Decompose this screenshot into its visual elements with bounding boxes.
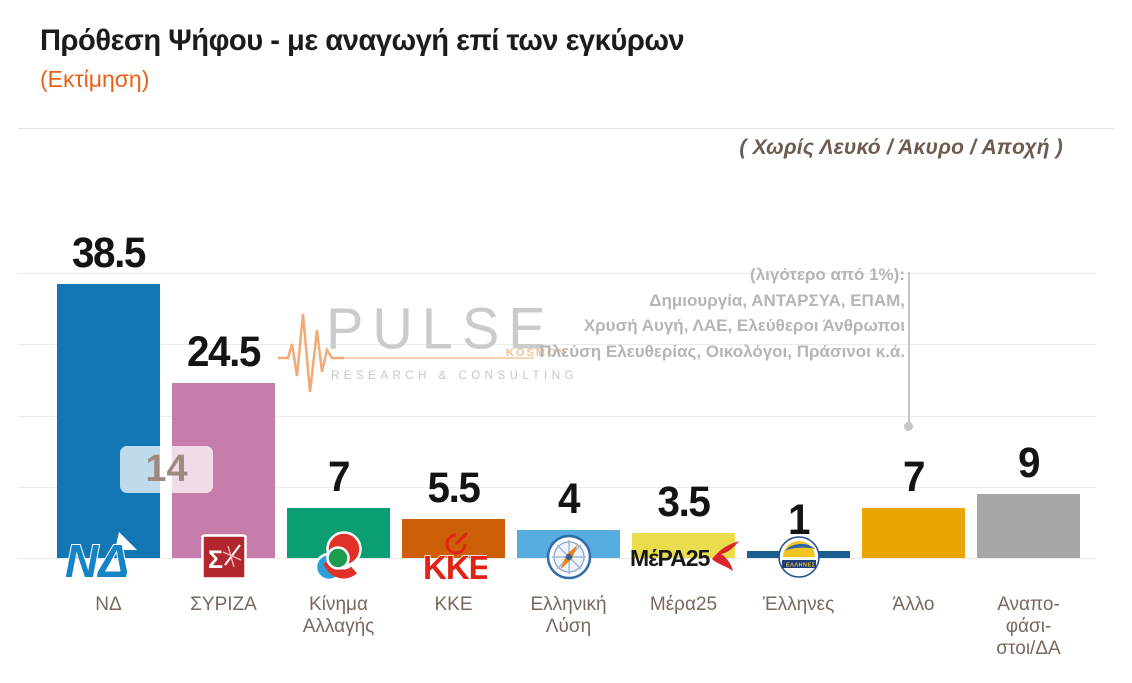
page-title: Πρόθεση Ψήφου - με αναγωγή επί των εγκύρ… [40, 24, 685, 57]
nd-logo: ΝΔ [59, 530, 159, 588]
annotation-line: Δημιουργία, ΑΝΤΑΡΣΥΑ, ΕΠΑΜ, [649, 290, 905, 310]
annotation-line: Πλεύση Ελευθερίας, Οικολόγοι, Πράσινοι κ… [539, 341, 905, 361]
annotation-pointer-dot [904, 422, 913, 431]
kke-logo: ΚΚΕ [421, 528, 491, 587]
ellines-category-label: Έλληνες [762, 594, 835, 615]
small-parties-annotation: (λιγότερο από 1%): Δημιουργία, ΑΝΤΑΡΣΥΑ, … [539, 262, 905, 364]
compass-logo [545, 533, 593, 581]
elliniki-lysi-value-label: 4 [557, 474, 580, 523]
anapofasistoi-category-label: Αναπο-φάσι-στοι/ΔΑ [996, 594, 1061, 659]
annotation-line: Χρυσή Αυγή, ΛΑΕ, Ελεύθεροι Άνθρωποι [583, 316, 905, 335]
ellines-globe-logo: ΕΛΛΗΝΕΣ [777, 535, 821, 579]
kinima-allagis-category-label: Κίνημα Αλλαγής [302, 594, 375, 637]
gridline-30 [18, 344, 1096, 346]
pulse-watermark-tagline: RESEARCH & CONSULTING [331, 370, 579, 382]
anapofasistoi-value-label: 9 [1017, 438, 1040, 487]
kke-value-label: 5.5 [427, 463, 481, 512]
anapofasistoi-bar [977, 493, 1080, 558]
annotation-pointer-line [908, 272, 910, 424]
gridline-10 [18, 486, 1096, 488]
pulse-watermark-kosmon: KOSMON [506, 347, 568, 359]
svg-text:ΕΛΛΗΝΕΣ: ΕΛΛΗΝΕΣ [786, 563, 816, 569]
nd-value-label: 38.5 [71, 228, 146, 277]
kke-category-label: ΚΚΕ [434, 594, 473, 615]
page-subtitle: (Εκτίμηση) [40, 66, 150, 92]
lead-difference-badge: 14 [120, 446, 213, 493]
annotation-line: (λιγότερο από 1%): [750, 265, 905, 284]
mera25-value-label: 3.5 [657, 478, 711, 527]
elliniki-lysi-category-label: Ελληνική Λύση [530, 594, 607, 637]
svg-text:ΚΚΕ: ΚΚΕ [423, 549, 487, 586]
syriza-logo: Σ [200, 534, 247, 580]
kinal-logo [310, 528, 368, 586]
nd-bar [57, 283, 160, 558]
allo-value-label: 7 [902, 453, 925, 502]
mera25-category-label: Μέρα25 [649, 594, 718, 615]
nd-category-label: ΝΔ [95, 594, 122, 615]
kinima-allagis-value-label: 7 [327, 453, 350, 502]
svg-text:Σ: Σ [208, 546, 223, 574]
allo-category-label: Άλλο [892, 594, 935, 615]
header-divider [18, 128, 1114, 129]
valid-votes-note: ( Χωρίς Λευκό / Άκυρο / Αποχή ) [739, 136, 1063, 159]
gridline-20 [18, 415, 1096, 417]
pulse-watermark-brand: PULSE [326, 295, 555, 362]
gridline-40 [18, 273, 1096, 274]
syriza-value-label: 24.5 [186, 328, 261, 377]
heartbeat-icon [278, 313, 534, 393]
svg-text:ΝΔ: ΝΔ [65, 535, 129, 584]
allo-bar [862, 508, 965, 558]
syriza-category-label: ΣΥΡΙΖΑ [190, 594, 257, 615]
mera25-logo: ΜέΡΑ25 [628, 539, 740, 575]
svg-text:ΜέΡΑ25: ΜέΡΑ25 [630, 545, 711, 571]
ellines-value-label: 1 [787, 495, 810, 544]
